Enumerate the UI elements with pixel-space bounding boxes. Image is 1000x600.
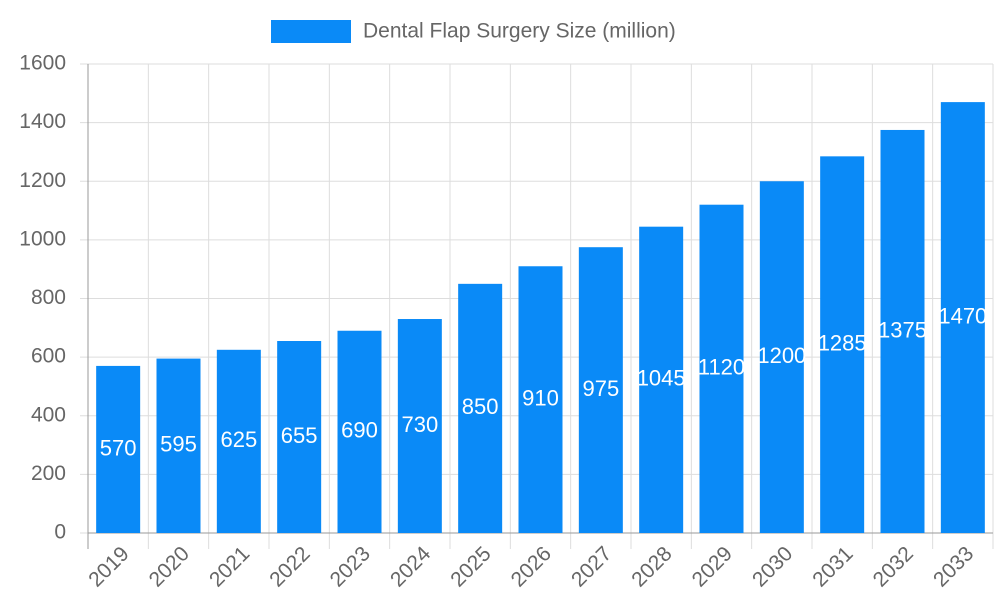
x-tick-label: 2031 [808, 542, 857, 591]
bar [518, 266, 563, 533]
bar [277, 341, 322, 533]
x-tick-label: 2033 [929, 542, 978, 591]
y-tick-label: 200 [31, 462, 66, 485]
x-tick-label: 2019 [84, 542, 133, 591]
value-label: 1045 [637, 366, 686, 391]
x-tick-label: 2023 [326, 542, 375, 591]
x-tick-label: 2030 [748, 542, 797, 591]
x-tick-label: 2025 [446, 542, 495, 591]
value-label: 1200 [757, 343, 806, 368]
x-tick-label: 2027 [567, 542, 616, 591]
bar [699, 204, 744, 533]
legend-swatch [271, 20, 351, 43]
value-label: 1375 [878, 317, 927, 342]
x-tick-label: 2021 [205, 542, 254, 591]
value-label: 625 [220, 427, 257, 452]
value-label: 655 [281, 423, 318, 448]
bar [820, 156, 865, 533]
x-tick-label: 2024 [386, 542, 436, 592]
legend-label: Dental Flap Surgery Size (million) [363, 20, 676, 43]
y-tick-label: 600 [31, 345, 66, 368]
x-tick-label: 2020 [145, 542, 194, 591]
y-tick-label: 1200 [19, 169, 66, 192]
value-label: 690 [341, 418, 378, 443]
x-tick-label: 2029 [688, 542, 737, 591]
y-tick-label: 400 [31, 403, 66, 426]
y-tick-label: 1000 [19, 227, 66, 250]
y-tick-label: 800 [31, 286, 66, 309]
value-label: 730 [401, 412, 438, 437]
y-tick-label: 1600 [19, 52, 66, 75]
value-label: 1470 [938, 303, 987, 328]
bar [96, 365, 141, 533]
x-tick-label: 2022 [265, 542, 314, 591]
value-label: 975 [582, 376, 619, 401]
x-tick-label: 2026 [507, 542, 556, 591]
y-tick-label: 1400 [19, 110, 66, 133]
bar [337, 330, 382, 533]
bar [940, 102, 985, 533]
bar [458, 283, 503, 533]
value-label: 595 [160, 432, 197, 457]
value-label: 850 [462, 394, 499, 419]
bar [639, 226, 684, 533]
bar [397, 319, 442, 533]
value-label: 1285 [818, 330, 867, 355]
x-tick-label: 2032 [869, 542, 918, 591]
value-label: 570 [100, 435, 137, 460]
bar [578, 247, 623, 533]
value-label: 1120 [698, 355, 745, 380]
value-label: 910 [522, 385, 559, 410]
y-tick-label: 0 [54, 521, 66, 544]
bar [880, 129, 925, 533]
x-tick-label: 2028 [627, 542, 676, 591]
bar [156, 358, 201, 533]
bar [759, 181, 804, 533]
bar [216, 349, 261, 533]
